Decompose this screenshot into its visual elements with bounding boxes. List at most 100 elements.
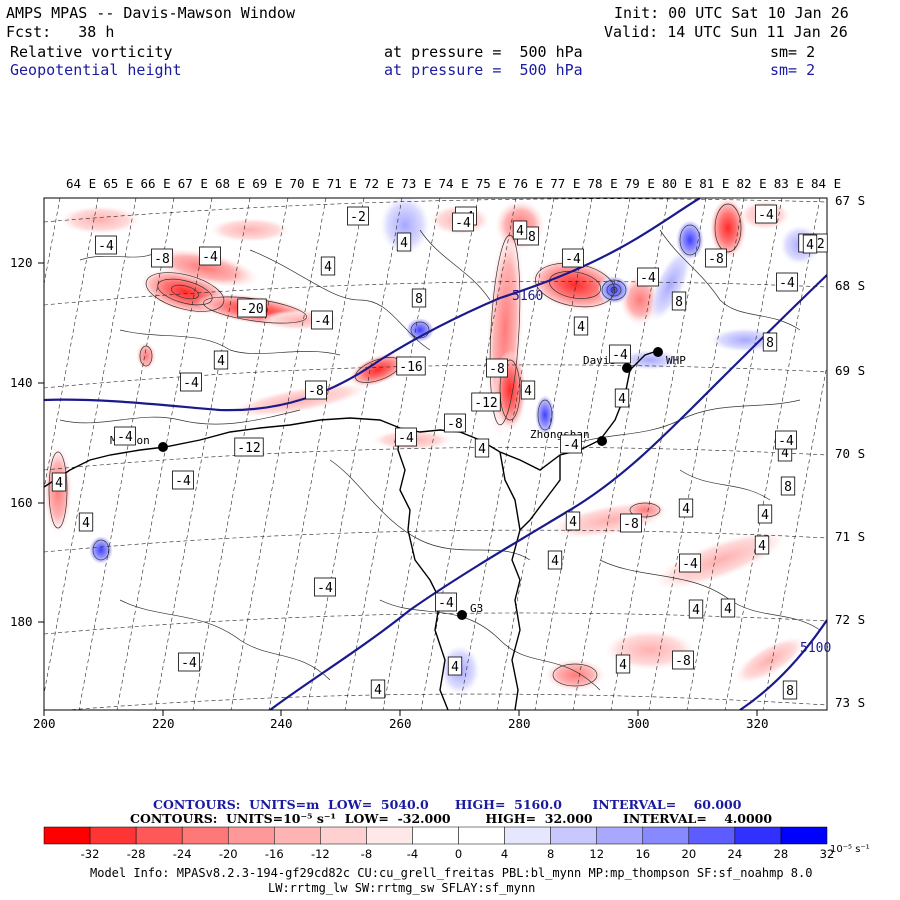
svg-text:4: 4 <box>724 602 732 617</box>
vorticity-label: -4 <box>609 344 631 364</box>
latitude-label: 72 S <box>835 612 865 627</box>
vorticity-label: -4 <box>172 470 194 490</box>
colorbar-tick-label: -16 <box>265 847 284 861</box>
longitude-label: 84 E <box>811 176 841 191</box>
svg-text:-4: -4 <box>565 252 581 267</box>
svg-text:4: 4 <box>217 354 225 369</box>
vorticity-label: 4 <box>520 380 536 400</box>
svg-text:-4: -4 <box>398 431 414 446</box>
svg-text:4: 4 <box>577 320 585 335</box>
field2-smoothing: sm= 2 <box>770 61 816 79</box>
svg-text:-4: -4 <box>455 216 471 231</box>
station-label: WHP <box>666 354 686 367</box>
model-info-line1: Model Info: MPASv8.2.3-194-gf29cd82c CU:… <box>90 866 813 880</box>
vorticity-label: 4 <box>565 511 581 531</box>
longitude-label: 75 E <box>476 176 506 191</box>
station-marker <box>457 610 467 620</box>
svg-text:-8: -8 <box>708 252 724 267</box>
svg-text:4: 4 <box>761 508 769 523</box>
svg-text:8: 8 <box>675 295 683 310</box>
svg-text:-4: -4 <box>183 376 199 391</box>
vorticity-label: 4 <box>396 232 412 252</box>
svg-text:4: 4 <box>82 516 90 531</box>
colorbar-tick-label: 20 <box>682 847 697 861</box>
colorbar-swatch <box>550 826 597 845</box>
svg-text:-4: -4 <box>640 271 656 286</box>
vorticity-label: -4 <box>679 553 701 573</box>
vorticity-label: 4 <box>547 550 563 570</box>
svg-text:-4: -4 <box>778 434 794 449</box>
svg-text:-4: -4 <box>117 430 133 445</box>
svg-text:8: 8 <box>786 684 794 699</box>
vorticity-label: -4 <box>452 212 474 232</box>
station-marker <box>158 442 168 452</box>
colorbar-tick-label: -28 <box>127 847 146 861</box>
svg-text:4: 4 <box>524 384 532 399</box>
longitude-label: 76 E <box>513 176 543 191</box>
vorticity-contour-info: CONTOURS: UNITS=10⁻⁵ s⁻¹ LOW= -32.000 HI… <box>130 811 773 826</box>
vorticity-label: -4 <box>637 267 659 287</box>
vorticity-label: -8 <box>444 413 466 433</box>
svg-text:-4: -4 <box>758 208 774 223</box>
colorbar-swatch <box>227 826 275 845</box>
y-tick-label: 180 <box>10 614 33 629</box>
y-tick-label: 140 <box>10 375 33 390</box>
svg-text:4: 4 <box>619 658 627 673</box>
model-info-line2: LW:rrtmg_lw SW:rrtmg_sw SFLAY:sf_mynn <box>268 881 536 895</box>
vorticity-label: 4 <box>754 535 770 555</box>
svg-text:4: 4 <box>516 224 524 239</box>
vorticity-label: -4 <box>435 592 457 612</box>
vorticity-label: 8 <box>671 291 687 311</box>
vorticity-label: -8 <box>672 650 694 670</box>
longitude-label: 66 E <box>141 176 171 191</box>
vorticity-label: -4 <box>114 426 136 446</box>
colorbar-swatch <box>274 826 321 845</box>
vorticity-label: -4 <box>775 430 797 450</box>
x-tick-label: 300 <box>627 716 650 731</box>
svg-text:4: 4 <box>478 442 486 457</box>
vorticity-label: -4 <box>314 577 336 597</box>
x-tick-label: 240 <box>270 716 293 731</box>
vorticity-label: -4 <box>395 427 417 447</box>
colorbar-tick-label: 24 <box>728 847 743 861</box>
colorbar-tick-label: -4 <box>407 847 418 861</box>
x-tick-label: 320 <box>746 716 769 731</box>
colorbar-tick-label: -32 <box>81 847 100 861</box>
height-contour-info: CONTOURS: UNITS=m LOW= 5040.0 HIGH= 5160… <box>153 797 742 812</box>
y-tick-label: 160 <box>10 495 33 510</box>
vorticity-label: -8 <box>305 380 327 400</box>
vorticity-label: -4 <box>95 235 117 255</box>
colorbar-tick-label: 12 <box>589 847 604 861</box>
longitude-label: 77 E <box>550 176 580 191</box>
colorbar-tick-label: -20 <box>219 847 238 861</box>
longitude-label: 79 E <box>625 176 655 191</box>
vorticity-label: 4 <box>614 388 630 408</box>
svg-text:4: 4 <box>569 515 577 530</box>
colorbar-swatch <box>458 826 505 845</box>
longitude-label: 73 E <box>401 176 431 191</box>
vorticity-label: -4 <box>311 310 333 330</box>
svg-text:-16: -16 <box>399 360 422 375</box>
colorbar-swatch <box>412 826 459 845</box>
y-tick-label: 120 <box>10 255 33 270</box>
vorticity-label: -4 <box>562 248 584 268</box>
station-marker <box>597 436 607 446</box>
longitude-label: 67 E <box>178 176 208 191</box>
svg-text:4: 4 <box>758 539 766 554</box>
colorbar-swatch <box>642 826 690 845</box>
field1-smoothing: sm= 2 <box>770 43 816 61</box>
vorticity-label: -8 <box>486 358 508 378</box>
longitude-label: 80 E <box>662 176 692 191</box>
vorticity-label: -12 <box>471 392 501 412</box>
vorticity-label: 8 <box>411 288 427 308</box>
colorbar-tick-label: 32 <box>820 847 835 861</box>
vorticity-label: 8 <box>782 680 798 700</box>
longitude-label: 81 E <box>699 176 729 191</box>
svg-text:4: 4 <box>551 554 559 569</box>
svg-text:4: 4 <box>451 660 459 675</box>
vorticity-label: 4 <box>688 599 704 619</box>
height-label: 5100 <box>800 641 831 656</box>
vorticity-label: -4 <box>178 652 200 672</box>
station-marker <box>653 347 663 357</box>
svg-text:-8: -8 <box>675 654 691 669</box>
